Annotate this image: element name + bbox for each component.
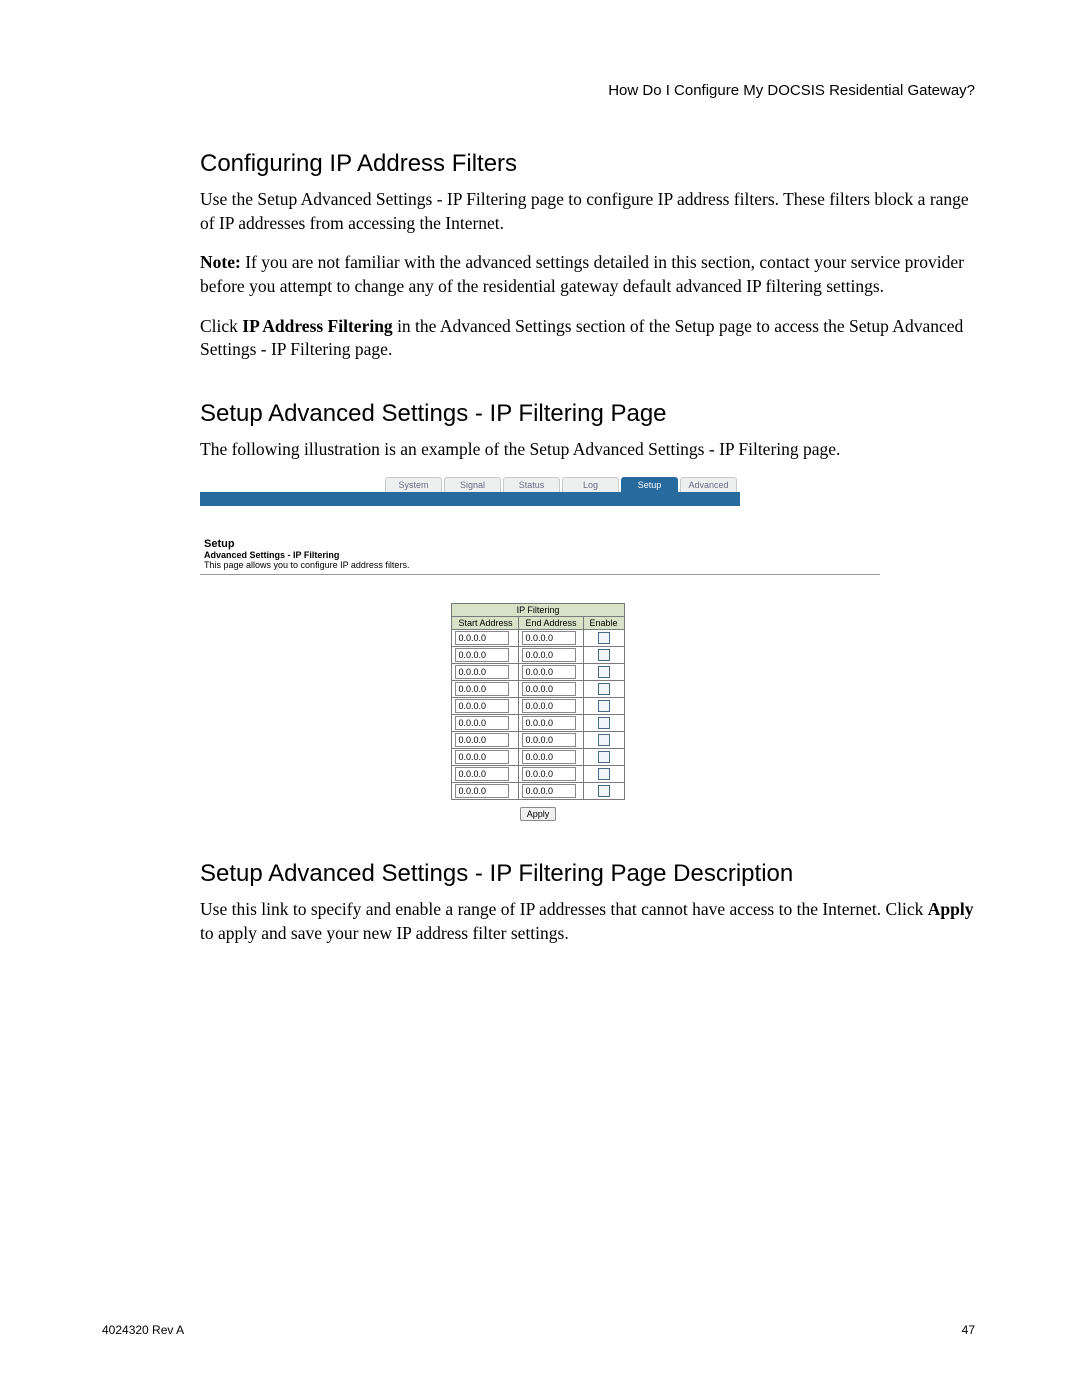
table-row [452, 630, 624, 647]
tab-advanced[interactable]: Advanced [680, 477, 737, 492]
note-text: If you are not familiar with the advance… [200, 252, 964, 296]
end-address-input[interactable] [522, 767, 576, 781]
desc-post: to apply and save your new IP address fi… [200, 923, 569, 943]
text-pre: Click [200, 316, 242, 336]
end-address-input[interactable] [522, 682, 576, 696]
table-row [452, 698, 624, 715]
tab-setup[interactable]: Setup [621, 477, 678, 492]
setup-header-block: Setup Advanced Settings - IP Filtering T… [200, 536, 880, 575]
start-address-input[interactable] [455, 784, 509, 798]
end-address-input[interactable] [522, 750, 576, 764]
setup-title: Setup [204, 538, 880, 550]
enable-checkbox[interactable] [598, 649, 610, 661]
setup-description: This page allows you to configure IP add… [204, 560, 880, 570]
start-address-input[interactable] [455, 648, 509, 662]
header-bar [200, 492, 740, 506]
column-header: End Address [519, 617, 583, 630]
para-intro: Use the Setup Advanced Settings - IP Fil… [200, 188, 980, 235]
enable-checkbox[interactable] [598, 717, 610, 729]
end-address-input[interactable] [522, 716, 576, 730]
end-address-input[interactable] [522, 631, 576, 645]
tab-status[interactable]: Status [503, 477, 560, 492]
end-address-input[interactable] [522, 665, 576, 679]
start-address-input[interactable] [455, 767, 509, 781]
start-address-input[interactable] [455, 665, 509, 679]
screenshot-ip-filtering: SystemSignalStatusLogSetupAdvanced Setup… [200, 477, 880, 822]
tab-system[interactable]: System [385, 477, 442, 492]
ip-filter-table: IP Filtering Start AddressEnd AddressEna… [451, 603, 624, 800]
running-header: How Do I Configure My DOCSIS Residential… [608, 82, 975, 99]
enable-checkbox[interactable] [598, 785, 610, 797]
end-address-input[interactable] [522, 699, 576, 713]
table-row [452, 715, 624, 732]
enable-checkbox[interactable] [598, 700, 610, 712]
apply-button[interactable]: Apply [520, 807, 557, 821]
table-row [452, 766, 624, 783]
table-row [452, 681, 624, 698]
enable-checkbox[interactable] [598, 666, 610, 678]
start-address-input[interactable] [455, 699, 509, 713]
filter-table-container: IP Filtering Start AddressEnd AddressEna… [200, 575, 876, 822]
end-address-input[interactable] [522, 784, 576, 798]
enable-checkbox[interactable] [598, 751, 610, 763]
table-row [452, 749, 624, 766]
enable-checkbox[interactable] [598, 734, 610, 746]
enable-checkbox[interactable] [598, 632, 610, 644]
table-row [452, 647, 624, 664]
tab-signal[interactable]: Signal [444, 477, 501, 492]
start-address-input[interactable] [455, 716, 509, 730]
end-address-input[interactable] [522, 733, 576, 747]
note-label: Note: [200, 252, 241, 272]
para-description: Use this link to specify and enable a ra… [200, 898, 980, 945]
table-title: IP Filtering [452, 604, 624, 617]
para-click-instruction: Click IP Address Filtering in the Advanc… [200, 315, 980, 362]
tab-bar: SystemSignalStatusLogSetupAdvanced [385, 477, 880, 492]
table-row [452, 664, 624, 681]
start-address-input[interactable] [455, 631, 509, 645]
start-address-input[interactable] [455, 733, 509, 747]
enable-checkbox[interactable] [598, 683, 610, 695]
page: How Do I Configure My DOCSIS Residential… [0, 0, 1080, 1397]
heading-configuring-ip-filters: Configuring IP Address Filters [200, 150, 980, 178]
enable-checkbox[interactable] [598, 768, 610, 780]
table-row [452, 732, 624, 749]
column-header: Start Address [452, 617, 519, 630]
heading-ip-filtering-page: Setup Advanced Settings - IP Filtering P… [200, 400, 980, 428]
table-row [452, 783, 624, 800]
footer-page-number: 47 [962, 1323, 975, 1337]
column-header: Enable [583, 617, 624, 630]
setup-subtitle: Advanced Settings - IP Filtering [204, 550, 880, 560]
heading-ip-filtering-description: Setup Advanced Settings - IP Filtering P… [200, 860, 980, 888]
apply-row: Apply [520, 804, 557, 822]
start-address-input[interactable] [455, 682, 509, 696]
footer-docid: 4024320 Rev A [102, 1323, 184, 1337]
bold-ip-address-filtering: IP Address Filtering [242, 316, 392, 336]
end-address-input[interactable] [522, 648, 576, 662]
desc-pre: Use this link to specify and enable a ra… [200, 899, 928, 919]
start-address-input[interactable] [455, 750, 509, 764]
tab-log[interactable]: Log [562, 477, 619, 492]
para-illustration: The following illustration is an example… [200, 438, 980, 462]
spacer-bar [200, 506, 740, 536]
bold-apply: Apply [928, 899, 974, 919]
para-note: Note: If you are not familiar with the a… [200, 251, 980, 298]
